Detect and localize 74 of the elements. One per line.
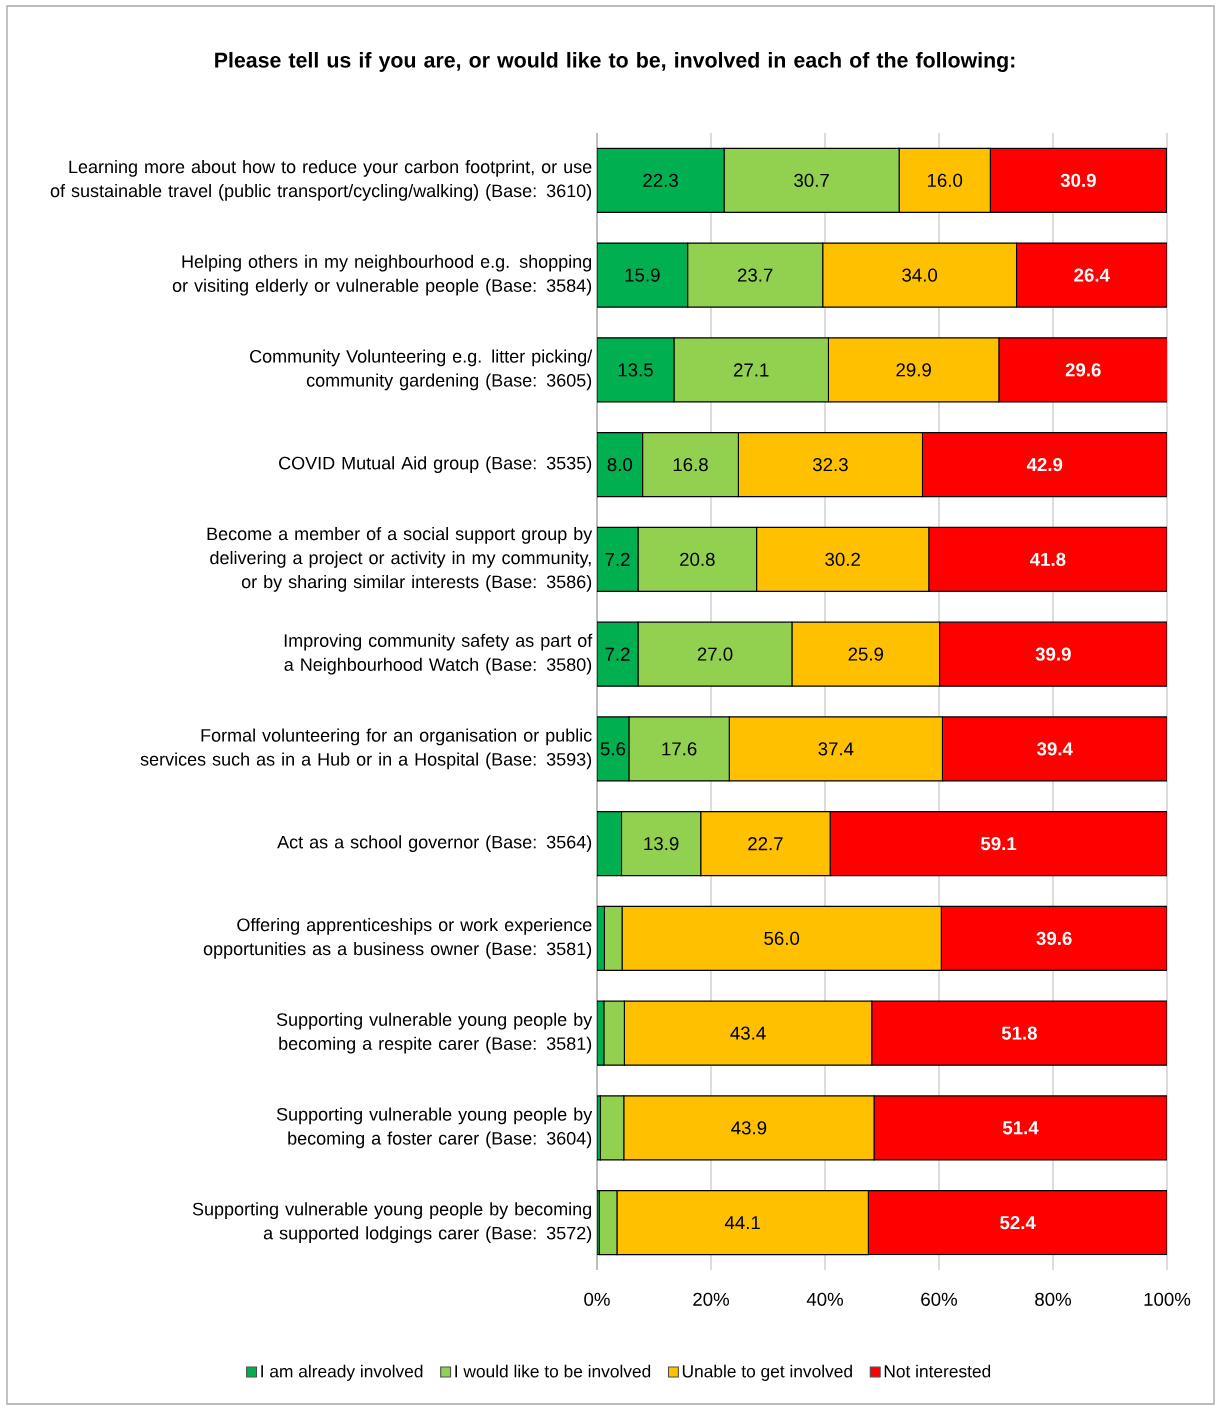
data-label: 29.6 [1065, 363, 1101, 377]
data-label: 41.8 [1030, 552, 1066, 566]
bar [941, 716, 1168, 782]
data-label: 39.4 [1036, 742, 1073, 756]
x-tick-label: 100% [1144, 1292, 1191, 1306]
chart-title: Please tell us if you are, or would like to be, involved in each of the following: [215, 51, 1015, 72]
data-label: 20.8 [680, 552, 715, 566]
data-label: 7.2 [605, 647, 630, 661]
bar [939, 621, 1168, 687]
x-tick-label: 60% [921, 1292, 958, 1306]
y-tick-label: Supporting vulnerable young people by becoming a foster carer (Base: 3604) [276, 1107, 593, 1149]
y-tick-label: Supporting vulnerable young people by becoming a supported lodgings carer (Base: 3572) [192, 1202, 592, 1244]
y-tick-label: Learning more about how to reduce your carbon footprint, or use of sustainable travel (public transport/cycling/walking) (Base: 3610) [50, 159, 592, 201]
data-label: 16.0 [927, 173, 963, 187]
bar [867, 1190, 1168, 1256]
x-tick-label: 20% [693, 1292, 730, 1306]
y-tick-label: Formal volunteering for an organisation or public services such as in a Hub or in a Hospital (Base: 3593) [140, 728, 592, 770]
data-label: 22.3 [643, 173, 678, 187]
data-label: 32.3 [812, 457, 848, 472]
data-label: 25.9 [848, 647, 884, 661]
data-label: 42.9 [1026, 457, 1063, 472]
data-label: 43.4 [730, 1026, 766, 1040]
x-tick-label: 80% [1035, 1292, 1072, 1306]
bar [1015, 242, 1168, 308]
data-label: 27.1 [733, 363, 769, 377]
data-label: 30.2 [825, 552, 860, 566]
data-label: 7.2 [605, 552, 630, 566]
data-label: 22.7 [748, 837, 783, 851]
x-tick-label: 0% [584, 1292, 610, 1306]
data-label: 51.4 [1002, 1121, 1039, 1135]
data-label: 16.8 [673, 457, 708, 472]
data-label: 44.1 [724, 1216, 760, 1230]
bar [829, 811, 1168, 877]
data-label: 23.7 [737, 268, 773, 282]
data-label: 13.9 [644, 836, 679, 851]
data-label: 8.0 [607, 457, 633, 472]
bar [921, 432, 1168, 498]
data-label: 43.9 [731, 1121, 767, 1135]
x-tick-label: 40% [806, 1292, 844, 1306]
data-label: 30.7 [794, 173, 829, 187]
bar [873, 1095, 1168, 1161]
y-tick-label: Community Volunteering e.g. litter picking/ community gardening (Base: 3605) [250, 349, 593, 391]
data-label: 30.9 [1060, 173, 1096, 187]
bar [998, 337, 1168, 403]
y-tick-label: Helping others in my neighbourhood e.g. shopping or visiting elderly or vulnerable people (Base: 3584) [172, 254, 592, 296]
bar [871, 1000, 1168, 1066]
y-tick-label: Become a member of a social support group by delivering a project or activity in my community, or by sharing similar interests (Base: 3586) [207, 526, 593, 592]
bar [989, 147, 1167, 213]
bar [928, 526, 1168, 592]
y-tick-label: Offering apprenticeships or work experience opportunities as a business owner (Base: 3581) [203, 917, 592, 959]
data-label: 13.5 [618, 363, 653, 377]
data-label: 26.4 [1074, 268, 1110, 282]
data-label: 59.1 [980, 836, 1017, 851]
data-label: 51.8 [1001, 1026, 1037, 1040]
legend-label: I would like to be involved [455, 1364, 651, 1378]
data-label: 52.4 [1000, 1216, 1036, 1230]
data-label: 15.9 [625, 268, 660, 282]
data-label: 27.0 [697, 647, 733, 661]
legend-label: I am already involved [261, 1364, 423, 1381]
data-label: 29.9 [896, 363, 931, 377]
data-label: 56.0 [764, 931, 800, 945]
y-tick-label: Act as a school governor (Base: 3564) [277, 835, 592, 853]
legend-label: Unable to get involved [682, 1364, 852, 1381]
legend-label: Not interested [884, 1364, 991, 1378]
data-label: 39.6 [1036, 931, 1072, 945]
bar [940, 905, 1168, 971]
data-label: 17.6 [662, 742, 697, 756]
y-tick-label: COVID Mutual Aid group (Base: 3535) [279, 456, 592, 474]
y-tick-label: Supporting vulnerable young people by becoming a respite carer (Base: 3581) [276, 1012, 593, 1054]
data-label: 39.9 [1035, 647, 1071, 661]
data-label: 37.4 [818, 742, 854, 756]
data-label: 34.0 [902, 268, 938, 282]
y-tick-label: Improving community safety as part of a Neighbourhood Watch (Base: 3580) [284, 633, 593, 675]
data-label: 5.6 [600, 742, 626, 756]
